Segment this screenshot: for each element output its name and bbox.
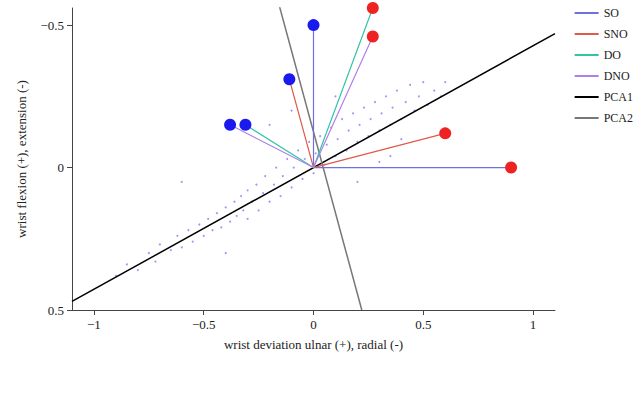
svg-text:−1: −1 bbox=[87, 317, 101, 332]
svg-text:wrist deviation ulnar (+), rad: wrist deviation ulnar (+), radial (-) bbox=[224, 337, 403, 352]
svg-text:wrist flexion (+), extension (: wrist flexion (+), extension (-) bbox=[14, 80, 29, 238]
svg-text:0.5: 0.5 bbox=[48, 303, 64, 318]
svg-text:DNO: DNO bbox=[604, 69, 630, 83]
svg-text:0.5: 0.5 bbox=[415, 317, 431, 332]
svg-text:SNO: SNO bbox=[604, 27, 628, 41]
svg-text:DO: DO bbox=[604, 48, 622, 62]
svg-text:PCA1: PCA1 bbox=[604, 90, 633, 104]
svg-text:1: 1 bbox=[530, 317, 537, 332]
svg-text:0: 0 bbox=[310, 317, 317, 332]
svg-text:SO: SO bbox=[604, 6, 620, 20]
svg-text:−0.5: −0.5 bbox=[192, 317, 216, 332]
svg-text:−0.5: −0.5 bbox=[40, 18, 64, 33]
svg-text:0: 0 bbox=[58, 160, 65, 175]
svg-text:PCA2: PCA2 bbox=[604, 111, 633, 125]
